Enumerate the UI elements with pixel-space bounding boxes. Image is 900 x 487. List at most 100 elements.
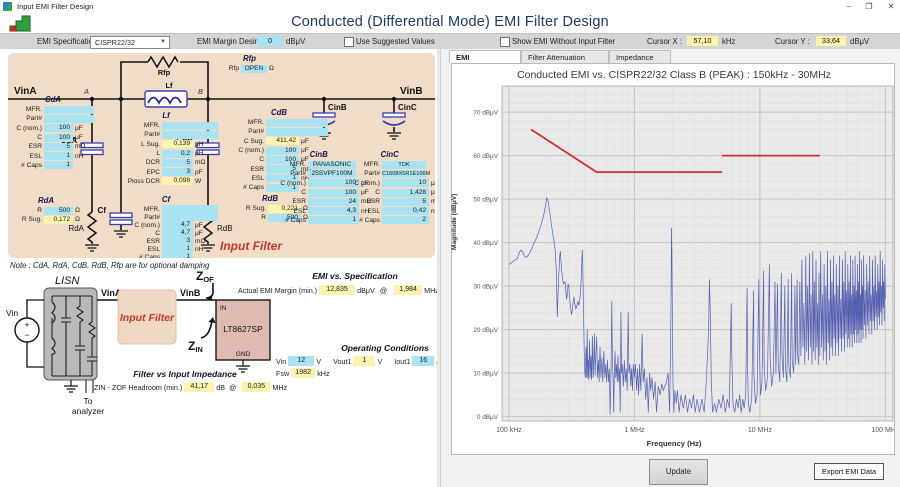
field-value-Lf-Part#[interactable] [162,130,218,139]
rfp-symbol-label: Rfp [158,68,171,77]
field-value-CdB-C (nom.)[interactable]: 100 [266,146,299,155]
field-label: MFR. [247,119,264,127]
plot-background[interactable] [502,86,893,421]
field-value-Lf-L Sug.: 0,139 [162,140,193,149]
field-value-CdA-# Caps[interactable]: 1 [44,161,73,170]
toolbar-stairs-icon[interactable] [8,14,32,33]
tab-filter-attenuation[interactable]: Filter Attenuation [521,50,609,63]
field-value-CinC-# Caps[interactable]: 2 [382,216,429,225]
op-vin-value[interactable]: 12 [288,356,315,366]
field-value-CdB-# Caps[interactable]: 1 [266,183,299,192]
field-value-RdB-R[interactable]: 500 [268,213,301,222]
field-unit: μF [361,179,369,187]
CinC-row-C (nom.): C (nom.)10μF [338,179,435,188]
margin-input[interactable]: 0 [257,36,283,46]
field-value-CinC-Part#[interactable]: C1608X5R1E106M [382,169,431,178]
field-value-Cf-ESR[interactable]: 3 [162,237,193,245]
RdA-row-R Sug.: R Sug. 0,172 Ω [12,215,80,224]
component-table-Lf: Lf MFR. Part# L Sug. 0,139 μH L 0,2 μH DCR 5 mΩ EPC 3… [114,111,218,186]
field-value-CinB-ESR[interactable]: 24 [308,197,359,206]
field-value-CinB-Part#[interactable]: 25SVPF100M [308,169,356,178]
field-value-CinC-ESR[interactable]: 5 [382,197,429,206]
field-value-CinC-C[interactable]: 1,428 [382,188,429,197]
field-value-CdA-MFR.[interactable] [44,105,94,114]
spec-dropdown-value: CISPR22/32 [95,38,135,47]
chart-card: Conducted EMI vs. CISPR22/32 Class B (PE… [451,63,895,455]
panel-splitter[interactable] [437,49,440,487]
field-unit: μH [195,140,204,148]
component-table-CinC: CinC MFR. TDK Part# C1608X5R1E106M C (nom.) 10… [338,150,435,225]
field-value-Cf-Part#[interactable] [162,213,218,221]
field-value-Cf-C (nom.)[interactable]: 4,7 [162,221,193,229]
schematic-panel: Rfp Lf VinA VinB A B CdA RdA [8,53,435,258]
field-value-Lf-DCR[interactable]: 5 [162,158,193,167]
field-unit: Ω [303,214,308,222]
field-value-CdA-C (nom.)[interactable]: 100 [44,124,73,133]
show-without-filter-checkbox[interactable] [500,37,510,47]
field-value-Lf-EPC[interactable]: 3 [162,168,193,177]
field-value-CdA-ESL[interactable]: 1 [44,152,73,161]
cinb-symbol-label: CinB [328,103,347,112]
field-label: C (nom.) [16,124,42,132]
field-unit: μF [195,221,203,229]
export-emi-data-button[interactable]: Export EMI Data [814,463,884,480]
chart-title: Conducted EMI vs. CISPR22/32 Class B (PE… [517,69,831,81]
field-value-RdA-R[interactable]: 500 [44,206,73,215]
emi-spec-title: EMI vs. Specification [312,271,398,281]
field-value-CdB-MFR.[interactable] [266,118,328,127]
field-value-CdB-ESR[interactable]: 5 [266,165,299,174]
field-value-CinC-ESL[interactable]: 0,42 [382,207,429,216]
field-value-CinB-C (nom.)[interactable]: 100 [308,179,359,188]
field-value-CinB-C[interactable]: 100 [308,188,359,197]
minimize-button[interactable]: – [846,2,852,11]
cursor-x-unit: kHz [722,37,736,46]
field-label: ESL [293,207,306,215]
to-analyzer-line1: To [84,396,93,406]
field-value-CdA-Part#[interactable] [44,114,94,123]
field-label: C (nom.) [134,221,160,229]
zof-arrowhead [206,295,212,301]
headroom-freq: 0,035 [242,382,271,392]
op-iout-value[interactable]: 16 [412,356,435,366]
emi-margin-at: @ [379,285,388,295]
field-value-Lf-L[interactable]: 0,2 [162,149,193,158]
field-unit: Ω [75,216,80,224]
field-value-CdB-C[interactable]: 100 [266,155,299,164]
field-value-Cf-C[interactable]: 4,7 [162,229,193,237]
field-label: C Sug. [243,137,264,145]
field-unit: mΩ [301,165,312,173]
cinc-symbol-label: CinC [398,103,417,112]
spec-dropdown[interactable]: CISPR22/32 ▼ [90,36,170,49]
tab-impedance[interactable]: Impedance [609,50,671,63]
field-value-CinB-ESL[interactable]: 4,3 [308,207,359,216]
tab-emi[interactable]: EMI [449,50,521,63]
vinb-net-label: VinB [400,86,423,97]
Cf-row-C (nom.): C (nom.) 4,7 μF [114,221,218,229]
update-button[interactable]: Update [649,459,708,485]
field-value-Lf-MFR.[interactable] [162,121,218,130]
close-button[interactable]: ✕ [887,2,895,11]
field-value-CinC-MFR.[interactable]: TDK [382,160,426,169]
maximize-button[interactable]: ❐ [865,2,873,11]
field-unit: μF [301,137,309,145]
field-value-CinB-MFR.[interactable]: PANASONIC [308,160,356,169]
Cf-table-title: Cf [161,195,171,204]
CinB-table-title: CinB [309,150,328,159]
rfp-field-value[interactable]: OPEN [241,64,267,73]
CdA-row-ESL: ESL 1 nH [12,151,94,161]
cursor-y-label: Cursor Y : [775,37,810,46]
field-value-CdA-C[interactable]: 100 [44,133,73,142]
field-value-CdB-ESL[interactable]: 1 [266,174,299,183]
field-value-CinC-C (nom.)[interactable]: 10 [382,179,429,188]
field-value-Cf-# Caps[interactable]: 1 [162,253,193,258]
field-unit: mΩ [195,159,206,167]
emi-chart[interactable]: 0 dBμV 10 dBμV 20 dBμV 30 dBμV 40 dBμV 50 dBμ… [452,64,894,454]
field-value-CdA-ESR[interactable]: 5 [44,142,73,151]
field-value-CinB-# Caps[interactable]: 1 [308,216,359,225]
field-value-CdB-Part#[interactable] [266,127,328,136]
use-suggested-checkbox[interactable] [344,37,354,47]
emi-spec-row: Actual EMI Margin (min.) 12,835 dBμV @ 1… [238,285,439,295]
field-value-Cf-MFR.[interactable] [162,205,218,213]
field-label: MFR. [143,122,160,130]
field-value-Cf-ESL[interactable]: 1 [162,245,193,253]
